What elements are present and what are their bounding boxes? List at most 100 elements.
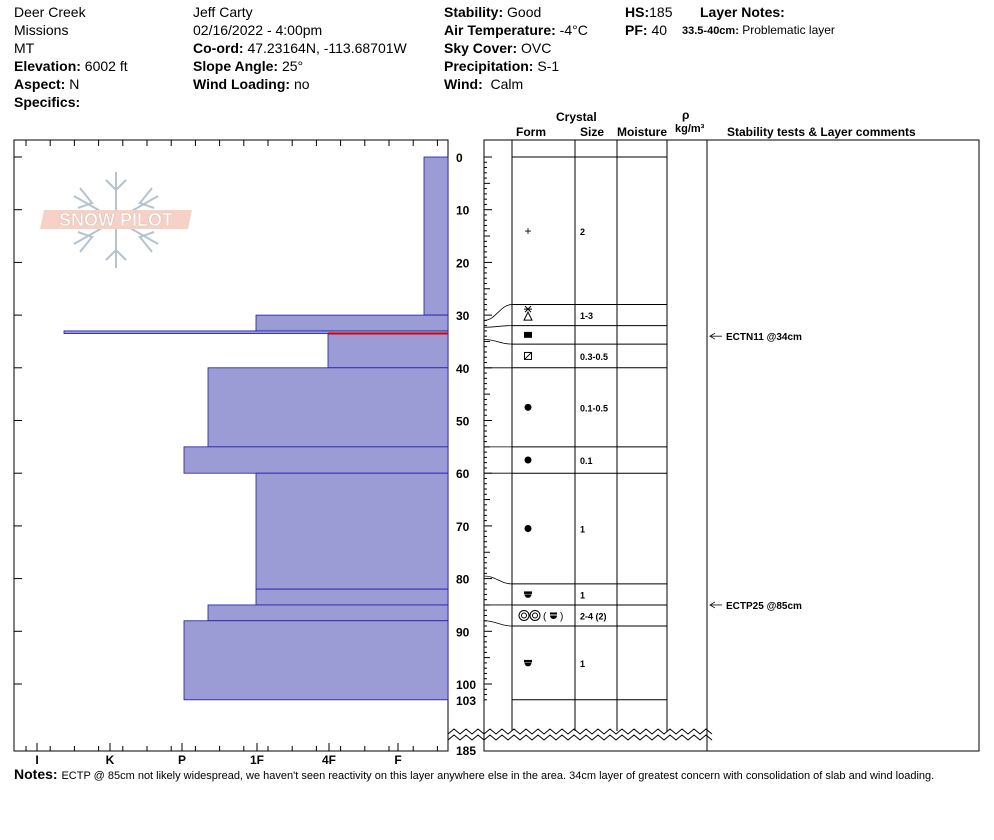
range-name: Missions <box>14 22 69 38</box>
melt-freeze-crust-icon <box>524 659 532 667</box>
new-snow-icon: + <box>524 224 531 238</box>
slope-value: 25° <box>281 58 304 74</box>
wind-label: Wind: <box>444 76 483 92</box>
depth-connector <box>483 338 513 345</box>
depth-tick-label: 20 <box>456 256 470 270</box>
svg-text:(: ( <box>543 611 547 622</box>
state-name: MT <box>14 40 35 56</box>
depth-tick-label: 80 <box>456 573 470 587</box>
crystal-size: 0.1 <box>580 456 593 466</box>
slope-label: Slope Angle: <box>193 58 279 74</box>
pf-field: PF: 40 <box>625 21 667 39</box>
crystal-size: 0.3-0.5 <box>580 352 608 362</box>
stability-tests-frame <box>706 139 980 752</box>
hardness-bar <box>255 588 449 606</box>
depth-tick-label: 30 <box>456 309 470 323</box>
hardness-bar <box>183 620 449 701</box>
notes-text: ECTP @ 85cm not likely widespread, we ha… <box>61 770 935 782</box>
elevation-value: 6002 ft <box>84 58 128 74</box>
sky-cover-field: Sky Cover: OVC <box>444 39 551 57</box>
hardness-tick-label: 1F <box>250 753 264 767</box>
air-temp-label: Air Temperature: <box>444 22 556 38</box>
surface-hoar-icon <box>523 305 533 321</box>
coordinates-field: Co-ord: 47.23164N, -113.68701W <box>193 39 407 57</box>
depth-connector <box>483 575 513 585</box>
melt-freeze-crust-icon <box>524 591 532 598</box>
layer-note-range: 33.5-40cm: <box>682 25 739 37</box>
crystal-size: 0.1-0.5 <box>580 403 608 413</box>
hardness-bar <box>327 333 449 369</box>
faceted-crystal-icon <box>524 351 532 360</box>
wind-loading-label: Wind Loading: <box>193 76 291 92</box>
depth-break-zigzag <box>447 728 713 741</box>
crystal-size: 1 <box>580 659 585 669</box>
melt-form-cluster-icon: () <box>518 609 563 622</box>
aspect-field: Aspect: N <box>14 75 79 93</box>
rounded-grain-icon <box>524 525 532 533</box>
depth-tick-label: 100 <box>456 678 476 692</box>
depth-connector <box>483 304 513 321</box>
crystal-header: Crystal <box>556 110 597 124</box>
hs-field: HS:185 <box>625 3 672 21</box>
snowpilot-logo: SNOW PILOT <box>40 172 192 268</box>
sky-cover-value: OVC <box>521 40 552 56</box>
stability-test-label: ECTP25 @85cm <box>726 601 802 612</box>
layer-table-frame <box>483 139 708 752</box>
hardness-tick-label: P <box>178 753 186 767</box>
notes-section: Notes: ECTP @ 85cm not likely widespread… <box>14 766 934 782</box>
hardness-bar <box>63 330 449 334</box>
depth-tick-label: 90 <box>456 625 470 639</box>
hs-bottom-label: 185 <box>456 744 476 758</box>
depth-tick-label: 60 <box>456 467 470 481</box>
observation-datetime: 02/16/2022 - 4:00pm <box>193 22 323 38</box>
hardness-tick-label: 4F <box>322 753 336 767</box>
hardness-tick-label: K <box>106 753 115 767</box>
hardness-bar <box>423 156 449 316</box>
crystal-size: 1 <box>580 590 585 600</box>
stability-value: Good <box>507 4 542 20</box>
crystal-size: 2-4 (2) <box>580 611 607 621</box>
density-unit-header: kg/m³ <box>675 123 705 135</box>
depth-tick-label: 70 <box>456 520 470 534</box>
hardness-bar <box>183 446 449 474</box>
coordinates-value: 47.23164N, -113.68701W <box>247 40 407 56</box>
observer-name: Jeff Carty <box>193 4 253 20</box>
air-temp-field: Air Temperature: -4°C <box>444 21 588 39</box>
stability-test-label: ECTN11 @34cm <box>726 332 802 343</box>
precipitation-label: Precipitation: <box>444 58 534 74</box>
moisture-header: Moisture <box>617 125 668 139</box>
snowpilot-logo-text: SNOW PILOT <box>59 210 173 230</box>
location-name: Deer Creek <box>14 4 86 20</box>
precipitation-field: Precipitation: S-1 <box>444 57 559 75</box>
precipitation-value: S-1 <box>537 58 560 74</box>
hardness-bar <box>255 314 449 332</box>
crystal-size: 2 <box>580 227 585 237</box>
wind-loading-value: no <box>293 76 310 92</box>
layer-notes-label: Layer Notes: <box>700 4 785 20</box>
rounded-grain-icon <box>524 456 532 464</box>
svg-text:): ) <box>560 611 563 622</box>
layer-note-text: Problematic layer <box>742 23 835 37</box>
wind-field: Wind: Calm <box>444 75 523 93</box>
pf-value: 40 <box>651 22 668 38</box>
form-header: Form <box>516 125 546 139</box>
density-rho-header: ρ <box>682 108 690 122</box>
hardness-bar <box>207 604 449 622</box>
depth-tick-label: 50 <box>456 415 470 429</box>
sky-cover-label: Sky Cover: <box>444 40 518 56</box>
hardness-tick-label: F <box>394 753 401 767</box>
hs-value: 185 <box>649 4 673 20</box>
rounded-grain-icon <box>524 403 532 411</box>
pf-label: PF: <box>625 22 648 38</box>
wind-value: Calm <box>490 76 524 92</box>
depth-tick-label: 10 <box>456 204 470 218</box>
air-temp-value: -4°C <box>559 22 588 38</box>
stability-tests-header: Stability tests & Layer comments <box>727 125 916 139</box>
wind-loading-field: Wind Loading: no <box>193 75 310 93</box>
aspect-label: Aspect: <box>14 76 66 92</box>
slope-field: Slope Angle: 25° <box>193 57 303 75</box>
depth-tick-label: 0 <box>456 151 463 165</box>
stability-field: Stability: Good <box>444 3 541 21</box>
hardness-tick-label: I <box>35 753 38 767</box>
